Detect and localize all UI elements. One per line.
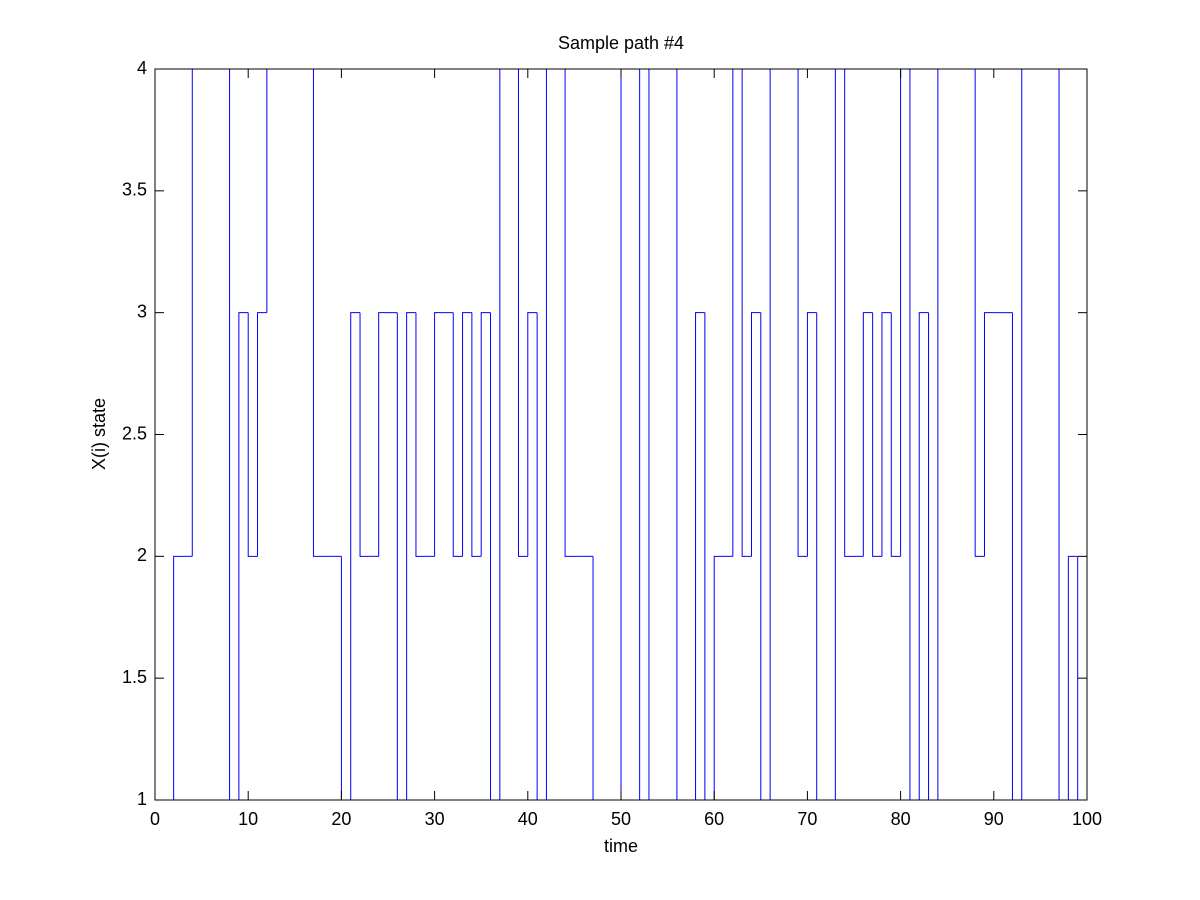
step bbox=[434, 312, 444, 557]
step bbox=[797, 69, 808, 557]
y-tick-label: 2.5 bbox=[122, 423, 147, 443]
step bbox=[452, 312, 463, 557]
x-tick-label: 60 bbox=[704, 809, 724, 829]
step bbox=[890, 312, 901, 557]
step bbox=[1067, 555, 1078, 800]
step bbox=[350, 312, 361, 800]
step bbox=[862, 312, 873, 557]
x-tick-label: 10 bbox=[238, 809, 258, 829]
step bbox=[406, 312, 416, 800]
y-tick-label: 3.5 bbox=[122, 180, 147, 200]
step bbox=[247, 312, 258, 557]
x-tick-label: 50 bbox=[611, 809, 631, 829]
y-tick-label: 1 bbox=[137, 789, 147, 809]
x-tick-label: 80 bbox=[891, 809, 911, 829]
step bbox=[806, 312, 817, 557]
y-axis-label: X(i) state bbox=[89, 398, 109, 470]
x-axis-label: time bbox=[604, 836, 638, 856]
x-tick-label: 20 bbox=[331, 809, 351, 829]
step bbox=[844, 69, 854, 557]
step bbox=[471, 312, 482, 557]
step bbox=[974, 69, 985, 557]
x-tick-label: 40 bbox=[518, 809, 538, 829]
step bbox=[517, 69, 528, 557]
y-tick-label: 2 bbox=[137, 545, 147, 565]
step bbox=[480, 312, 491, 557]
step bbox=[415, 312, 426, 557]
x-tick-label: 90 bbox=[984, 809, 1004, 829]
step bbox=[713, 555, 724, 800]
y-tick-label: 4 bbox=[137, 58, 147, 78]
step bbox=[983, 312, 994, 557]
step bbox=[173, 555, 183, 800]
x-tick-label: 100 bbox=[1072, 809, 1102, 829]
step bbox=[881, 312, 892, 557]
step bbox=[750, 312, 761, 557]
step bbox=[564, 69, 575, 557]
chart-title: Sample path #4 bbox=[558, 33, 684, 53]
step bbox=[312, 69, 323, 557]
step bbox=[257, 312, 267, 557]
x-tick-label: 0 bbox=[150, 809, 160, 829]
step bbox=[918, 312, 929, 800]
y-tick-label: 3 bbox=[137, 301, 147, 321]
step bbox=[378, 312, 388, 557]
step bbox=[527, 312, 538, 557]
x-tick-label: 30 bbox=[425, 809, 445, 829]
x-tick-label: 70 bbox=[797, 809, 817, 829]
step bbox=[462, 312, 472, 557]
step bbox=[695, 312, 705, 800]
step bbox=[238, 312, 249, 800]
step bbox=[872, 312, 882, 557]
step bbox=[741, 69, 752, 557]
y-tick-label: 1.5 bbox=[122, 667, 147, 687]
step bbox=[359, 312, 370, 557]
